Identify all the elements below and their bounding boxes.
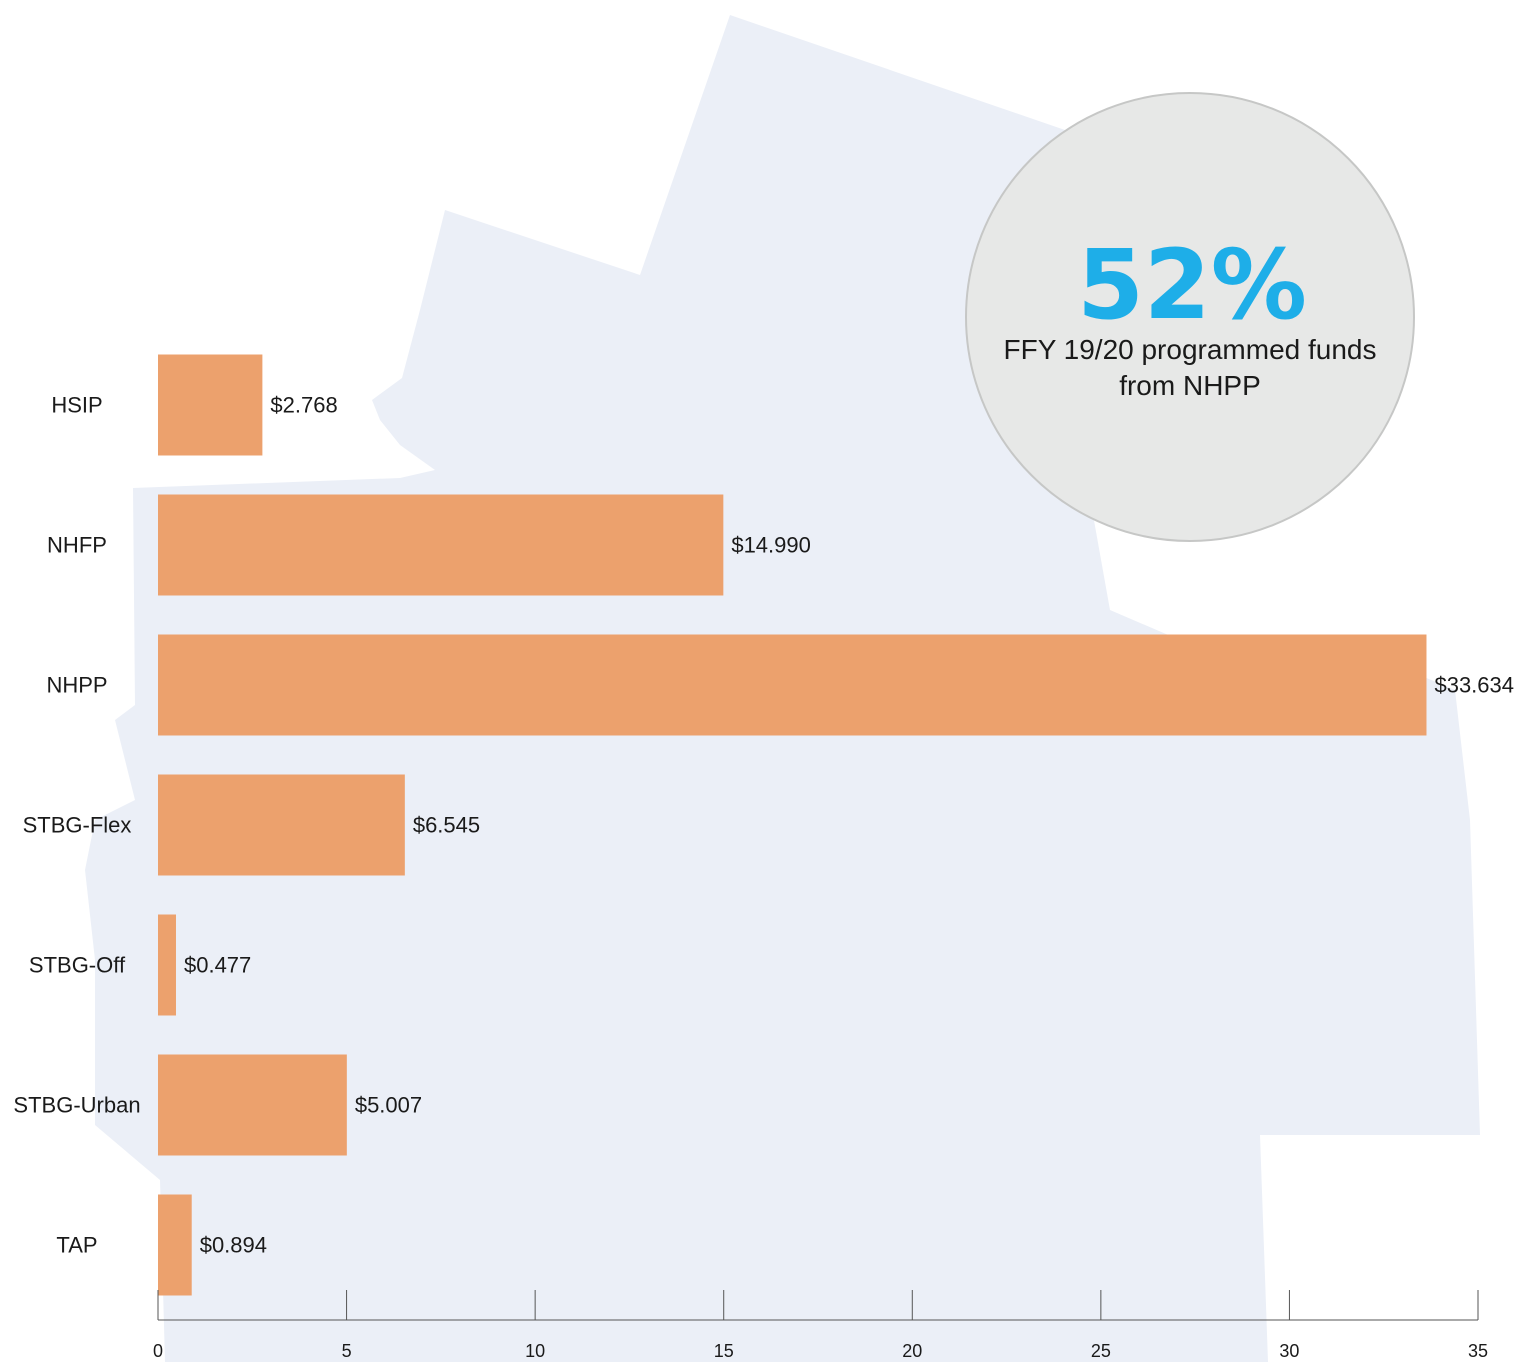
x-axis: 0 5 10 15 20 25 30 35 — [153, 1290, 1488, 1361]
x-tick-label: 20 — [902, 1341, 922, 1361]
callout: 52% FFY 19/20 programmed funds from NHPP — [965, 92, 1415, 542]
value-label: $5.007 — [355, 1093, 422, 1118]
x-tick-label: 25 — [1091, 1341, 1111, 1361]
bar-nhfp — [158, 494, 724, 596]
value-label: $6.545 — [413, 813, 480, 838]
category-label: NHPP — [46, 673, 107, 698]
value-label: $2.768 — [270, 393, 337, 418]
callout-circle — [965, 92, 1415, 542]
callout-caption-line1: FFY 19/20 programmed funds — [1003, 334, 1376, 365]
bar-hsip — [158, 354, 263, 456]
category-label: STBG-Urban — [13, 1093, 140, 1118]
category-label: NHFP — [47, 533, 107, 558]
category-label: STBG-Off — [29, 953, 126, 978]
category-label: TAP — [56, 1233, 97, 1258]
value-label: $0.477 — [184, 953, 251, 978]
callout-percent: 52% — [1077, 229, 1307, 341]
x-tick-label: 5 — [342, 1341, 352, 1361]
x-tick-label: 35 — [1468, 1341, 1488, 1361]
category-label: HSIP — [51, 393, 102, 418]
category-label: STBG-Flex — [23, 813, 132, 838]
callout-caption-line2: from NHPP — [1119, 370, 1261, 401]
bar-stbg-flex — [158, 774, 405, 876]
bar-nhpp — [158, 634, 1427, 736]
x-tick-label: 0 — [153, 1341, 163, 1361]
x-tick-label: 10 — [525, 1341, 545, 1361]
bar-tap — [158, 1194, 192, 1296]
value-label: $33.634 — [1434, 673, 1514, 698]
x-tick-label: 15 — [714, 1341, 734, 1361]
x-tick-label: 30 — [1279, 1341, 1299, 1361]
value-label: $14.990 — [731, 533, 811, 558]
bar-stbg-urban — [158, 1054, 347, 1156]
bar-stbg-off — [158, 914, 176, 1016]
bars-layer: HSIP $2.768 NHFP $14.990 NHPP $33.634 STBG-Fle… — [13, 354, 1514, 1296]
value-label: $0.894 — [200, 1233, 267, 1258]
